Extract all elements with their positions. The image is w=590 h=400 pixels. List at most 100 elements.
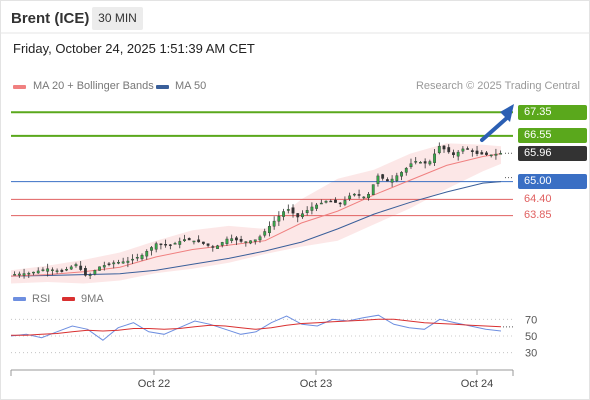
candle-body xyxy=(357,194,361,196)
candle-body xyxy=(338,202,342,205)
candle-body xyxy=(102,265,106,268)
candle-body xyxy=(154,243,158,250)
level-label-67.35: 67.35 xyxy=(518,104,587,120)
level-label-65.96: 65.96 xyxy=(518,145,587,161)
candle-body xyxy=(126,260,130,263)
candle-body xyxy=(277,216,281,222)
candle-body xyxy=(381,174,385,179)
x-tick-label: Oct 23 xyxy=(300,378,332,390)
candle-body xyxy=(93,270,97,275)
ma20-legend-label: MA 20 + Bollinger Bands xyxy=(33,80,154,92)
candle-body xyxy=(442,145,446,150)
candle-body xyxy=(268,225,271,234)
candle-body xyxy=(423,161,427,164)
candle-body xyxy=(220,242,224,246)
candle-body xyxy=(452,152,455,156)
candle-body xyxy=(178,241,182,245)
candle-body xyxy=(296,213,300,218)
candle-body xyxy=(183,239,186,242)
candle-body xyxy=(32,271,35,274)
candle-body xyxy=(112,262,116,265)
candle-body xyxy=(216,245,219,249)
candle-body xyxy=(192,240,196,243)
candle-body xyxy=(230,238,234,241)
candle-body xyxy=(343,200,347,205)
candle-body xyxy=(98,266,101,271)
candle-body xyxy=(41,269,45,271)
candle-body xyxy=(22,273,26,276)
interval-button[interactable]: 30 MIN xyxy=(92,7,143,30)
candle-body xyxy=(211,246,215,248)
candle-body xyxy=(234,237,238,241)
candle-body xyxy=(390,178,394,183)
candle-body xyxy=(50,269,54,271)
candle-body xyxy=(409,163,413,168)
forecast-arrow-shaft xyxy=(480,115,510,142)
ma9-line xyxy=(11,318,502,336)
candle-body xyxy=(371,184,375,195)
ma20-legend-swatch xyxy=(13,85,26,89)
rsi-line xyxy=(10,314,502,341)
candle-body xyxy=(475,150,479,154)
candle-body xyxy=(480,152,484,155)
x-tick-label: Oct 22 xyxy=(138,378,170,390)
candle-body xyxy=(164,244,168,246)
candle-body xyxy=(282,211,285,217)
bollinger-band xyxy=(11,143,501,284)
rsi-legend-label: RSI xyxy=(32,293,51,305)
candle-body xyxy=(244,241,248,243)
candle-body xyxy=(117,262,120,264)
timestamp: Friday, October 24, 2025 1:51:39 AM CET xyxy=(13,41,255,56)
candle-body xyxy=(150,247,153,251)
candle-body xyxy=(499,153,503,155)
candle-body xyxy=(334,199,337,203)
candle-body xyxy=(319,202,323,205)
rsi-legend-swatch xyxy=(13,297,26,301)
candle-body xyxy=(253,239,257,242)
x-tick-label: Oct 24 xyxy=(461,378,493,390)
candle-body xyxy=(258,236,262,241)
candle-body xyxy=(79,265,83,270)
candle-body xyxy=(329,200,333,203)
candle-body xyxy=(395,175,399,181)
candle-body xyxy=(263,231,267,236)
candle-body xyxy=(121,261,125,264)
candle-body xyxy=(437,145,441,154)
candle-body xyxy=(36,270,40,274)
candle-body xyxy=(74,264,78,267)
candle-body xyxy=(27,272,31,275)
candle-body xyxy=(428,161,432,165)
credit-label: Research © 2025 Trading Central xyxy=(415,80,580,92)
candle-body xyxy=(131,258,134,261)
ma50-legend-label: MA 50 xyxy=(175,80,207,92)
candle-body xyxy=(376,175,380,184)
candle-body xyxy=(46,268,50,272)
candle-body xyxy=(225,238,229,244)
candle-body xyxy=(249,240,252,244)
candle-body xyxy=(385,179,389,182)
chart-header: Brent (ICE) 30 MIN xyxy=(0,0,590,36)
candle-body xyxy=(400,172,403,177)
candle-body xyxy=(69,266,73,270)
candle-body xyxy=(466,148,470,150)
candle-body xyxy=(291,207,295,214)
candle-body xyxy=(272,220,276,227)
candle-body xyxy=(414,161,418,163)
candle-body xyxy=(419,162,422,164)
candle-body xyxy=(404,167,408,173)
candle-body xyxy=(324,200,328,203)
candle-body xyxy=(315,204,319,209)
candle-body xyxy=(88,274,92,277)
candle-body xyxy=(187,238,191,241)
candle-body xyxy=(60,269,64,272)
level-label-66.55: 66.55 xyxy=(518,128,587,144)
candle-body xyxy=(206,243,210,246)
candle-body xyxy=(55,270,59,272)
candle-body xyxy=(310,206,314,211)
ma50-legend-swatch xyxy=(156,85,169,89)
candle-body xyxy=(65,269,68,271)
level-label-65.00: 65.00 xyxy=(518,174,587,190)
candle-body xyxy=(485,152,488,155)
